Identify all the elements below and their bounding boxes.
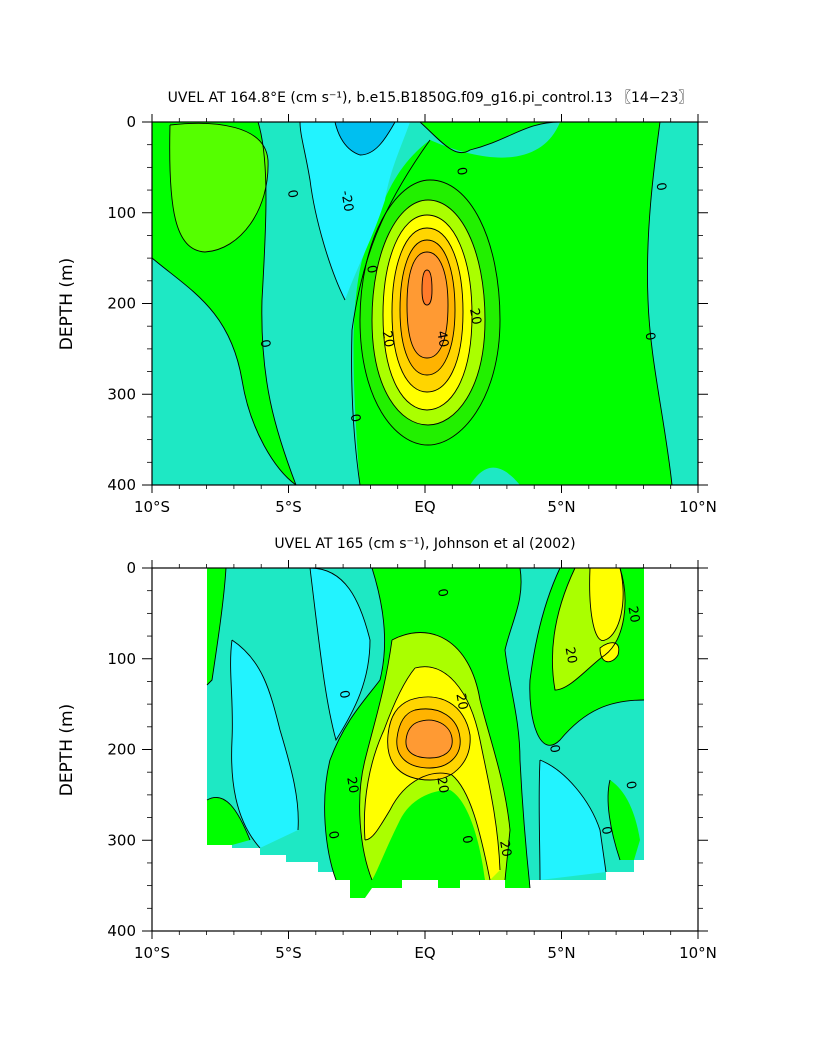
- contour-lines: [206, 567, 645, 889]
- y-tick-label: 400: [107, 922, 136, 940]
- contour-label: 20: [562, 646, 580, 665]
- contour-lines: [151, 121, 673, 486]
- contour-label: 0: [459, 834, 475, 845]
- contour-label: 40: [433, 330, 451, 349]
- y-axis-label: DEPTH (m): [57, 704, 77, 796]
- contour-label: 20: [624, 605, 642, 624]
- panel-top: UVEL AT 164.8°E (cm s⁻¹), b.e15.B1850G.f…: [57, 90, 717, 516]
- contour-fill: [207, 568, 644, 898]
- panel-bottom: UVEL AT 165 (cm s⁻¹), Johnson et al (200…: [57, 536, 717, 962]
- x-tick-label: 5°S: [275, 944, 302, 962]
- contour-label: 0: [336, 689, 352, 700]
- contour-label: 20: [343, 776, 361, 795]
- y-tick-label: 400: [107, 476, 136, 494]
- y-tick-label: 300: [107, 385, 136, 403]
- contour-label: 0: [453, 166, 469, 177]
- contour-label: 0: [325, 830, 341, 841]
- y-tick-label: 0: [126, 559, 136, 577]
- x-tick-label: 10°S: [134, 944, 170, 962]
- x-tick-label: 10°S: [134, 498, 170, 516]
- contour-label: 0: [347, 413, 363, 424]
- x-tick-label: 5°N: [547, 944, 575, 962]
- y-tick-label: 200: [107, 295, 136, 313]
- contour-label: 0: [546, 744, 562, 755]
- contour-label: 0: [363, 264, 379, 275]
- contour-label: 20: [466, 307, 484, 326]
- x-tick-label: EQ: [414, 944, 435, 962]
- x-tick-label: 10°N: [679, 498, 717, 516]
- chart-title: UVEL AT 164.8°E (cm s⁻¹), b.e15.B1850G.f…: [168, 90, 693, 106]
- contour-label: 0: [652, 181, 668, 192]
- contour-fill: [152, 122, 698, 485]
- contour-label: 0: [641, 331, 657, 342]
- x-tick-label: 10°N: [679, 944, 717, 962]
- contour-label: -20: [337, 189, 355, 213]
- contour-label: 0: [434, 587, 450, 598]
- contour-labels: 0 -20 0 0 0 20 40 20 0 0 0: [257, 166, 669, 424]
- y-tick-label: 0: [126, 113, 136, 131]
- contour-label: 20: [379, 330, 397, 349]
- y-tick-label: 100: [107, 650, 136, 668]
- x-tick-label: 5°S: [275, 498, 302, 516]
- y-tick-label: 100: [107, 204, 136, 222]
- x-tick-label: 5°N: [547, 498, 575, 516]
- contour-label: 0: [257, 338, 273, 349]
- contour-label: 20: [452, 692, 470, 711]
- y-tick-label: 300: [107, 831, 136, 849]
- contour-labels: 0 20 20 0 20 0 20 20 0 0 0 20 0: [325, 587, 642, 858]
- x-tick-label: EQ: [414, 498, 435, 516]
- contour-label: 0: [284, 189, 300, 200]
- chart-title: UVEL AT 165 (cm s⁻¹), Johnson et al (200…: [274, 536, 575, 552]
- contour-label: 20: [433, 776, 451, 795]
- contour-label: 0: [598, 825, 614, 836]
- contour-label: 0: [622, 780, 638, 791]
- y-axis-label: DEPTH (m): [57, 258, 77, 350]
- contour-label: 20: [496, 839, 514, 858]
- y-tick-label: 200: [107, 741, 136, 759]
